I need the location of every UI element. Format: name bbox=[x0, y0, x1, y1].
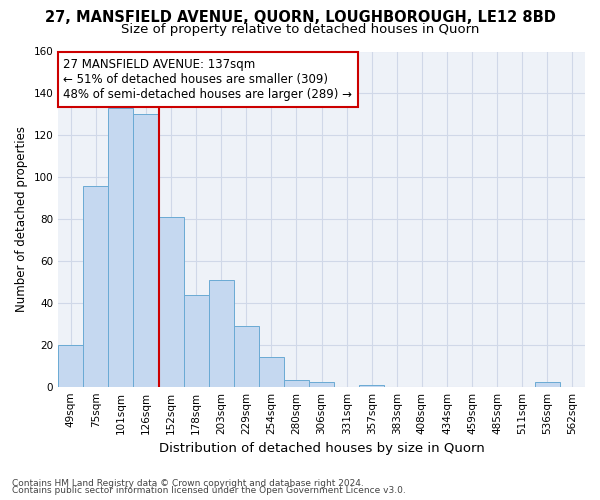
Bar bbox=[109, 108, 133, 386]
Text: Contains HM Land Registry data © Crown copyright and database right 2024.: Contains HM Land Registry data © Crown c… bbox=[12, 478, 364, 488]
Bar bbox=[209, 280, 234, 386]
Text: Contains public sector information licensed under the Open Government Licence v3: Contains public sector information licen… bbox=[12, 486, 406, 495]
Text: Size of property relative to detached houses in Quorn: Size of property relative to detached ho… bbox=[121, 22, 479, 36]
Bar bbox=[133, 114, 158, 386]
Bar bbox=[359, 384, 385, 386]
Bar bbox=[259, 358, 284, 386]
Bar bbox=[535, 382, 560, 386]
Y-axis label: Number of detached properties: Number of detached properties bbox=[15, 126, 28, 312]
X-axis label: Distribution of detached houses by size in Quorn: Distribution of detached houses by size … bbox=[159, 442, 484, 455]
Bar bbox=[83, 186, 109, 386]
Bar bbox=[184, 294, 209, 386]
Bar bbox=[309, 382, 334, 386]
Text: 27 MANSFIELD AVENUE: 137sqm
← 51% of detached houses are smaller (309)
48% of se: 27 MANSFIELD AVENUE: 137sqm ← 51% of det… bbox=[64, 58, 352, 101]
Bar bbox=[234, 326, 259, 386]
Bar bbox=[284, 380, 309, 386]
Bar bbox=[58, 345, 83, 387]
Bar bbox=[158, 217, 184, 386]
Text: 27, MANSFIELD AVENUE, QUORN, LOUGHBOROUGH, LE12 8BD: 27, MANSFIELD AVENUE, QUORN, LOUGHBOROUG… bbox=[44, 10, 556, 25]
